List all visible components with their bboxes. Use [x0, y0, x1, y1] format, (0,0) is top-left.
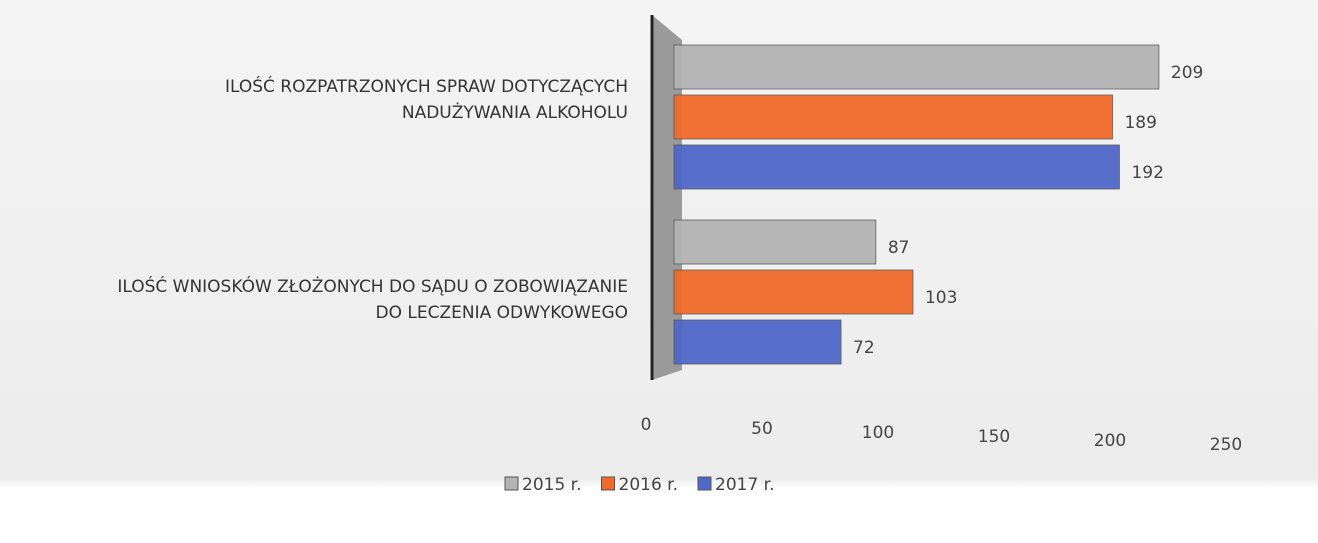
x-tick-label: 50 — [751, 419, 773, 439]
legend-label: 2015 r. — [522, 475, 582, 495]
x-tick-label: 150 — [978, 427, 1010, 447]
legend-swatch — [601, 476, 615, 491]
bar — [673, 269, 914, 315]
bar — [673, 144, 1120, 190]
value-label: 87 — [888, 238, 910, 258]
x-tick-label: 200 — [1094, 431, 1126, 451]
bar — [673, 44, 1160, 90]
legend-swatch — [504, 476, 519, 491]
legend-label: 2016 r. — [619, 475, 679, 495]
value-label: 192 — [1131, 163, 1163, 183]
value-label: 209 — [1171, 63, 1203, 83]
value-label: 72 — [853, 338, 875, 358]
value-label: 103 — [925, 288, 957, 308]
value-label: 189 — [1124, 113, 1156, 133]
bar — [673, 219, 877, 265]
legend-label: 2017 r. — [715, 475, 775, 495]
bar — [673, 94, 1113, 140]
category-label: ILOŚĆ WNIOSKÓW ZŁOŻONYCH DO SĄDU O ZOBOW… — [117, 277, 628, 323]
category-label: ILOŚĆ ROZPATRZONYCH SPRAW DOTYCZĄCYCH NA… — [224, 77, 628, 123]
bar — [673, 319, 842, 365]
x-tick-label: 250 — [1210, 435, 1242, 455]
legend-swatch — [697, 476, 712, 491]
x-tick-label: 100 — [862, 423, 894, 443]
x-tick-label: 0 — [641, 415, 652, 435]
